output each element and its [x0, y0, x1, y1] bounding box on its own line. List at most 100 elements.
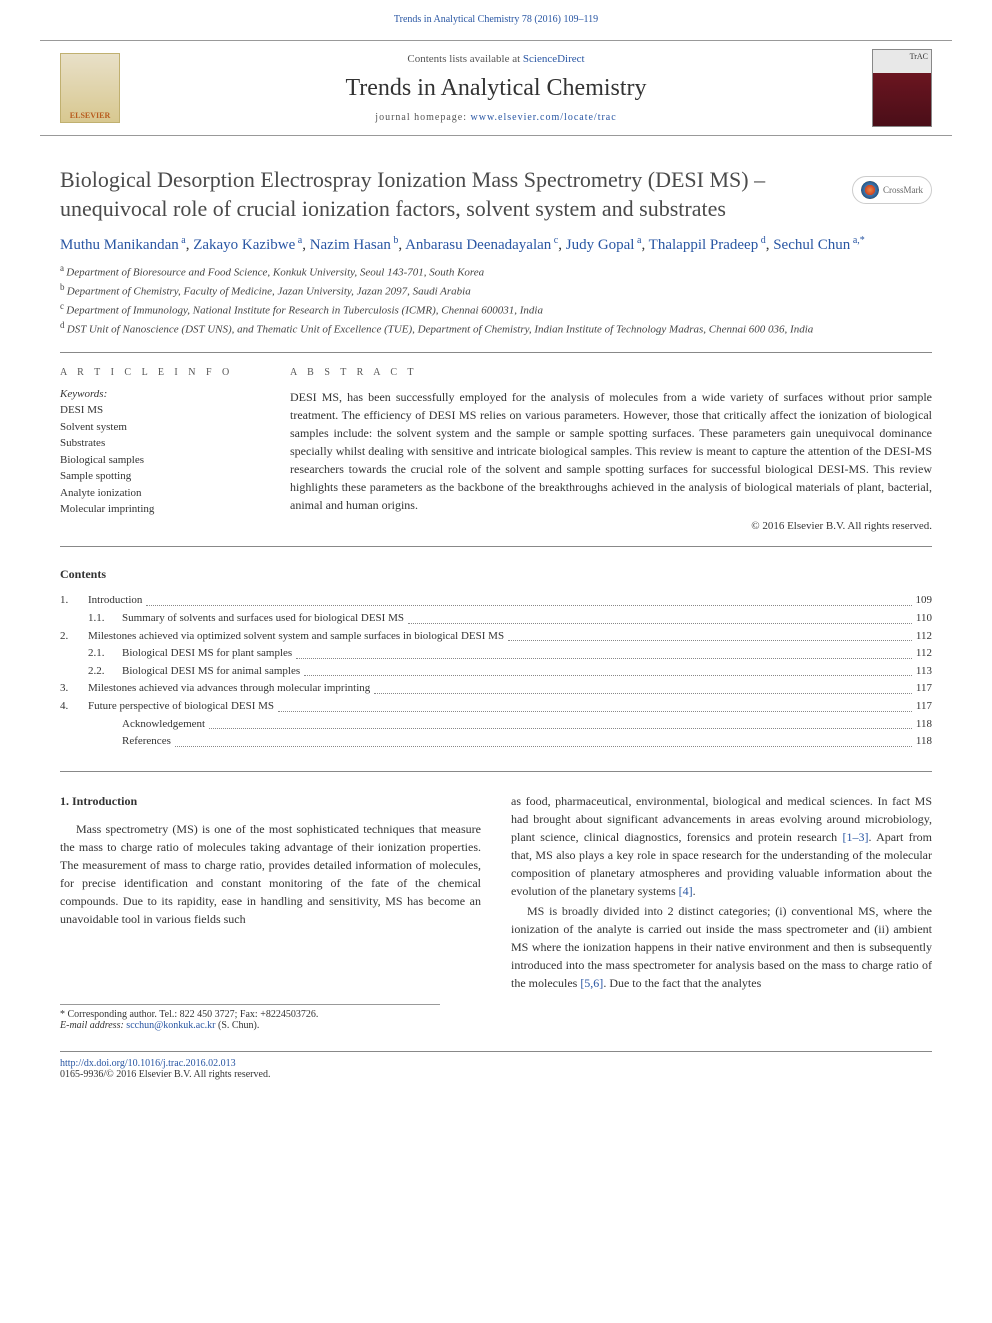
keyword: Biological samples	[60, 452, 260, 469]
elsevier-logo[interactable]: ELSEVIER	[60, 53, 120, 123]
toc-page-number: 112	[916, 645, 932, 663]
contents-available-line: Contents lists available at ScienceDirec…	[120, 53, 872, 65]
toc-page-number: 117	[916, 680, 932, 698]
author-link[interactable]: Nazim Hasan	[310, 237, 391, 253]
toc-page-number: 118	[916, 733, 932, 751]
homepage-link[interactable]: www.elsevier.com/locate/trac	[471, 112, 617, 123]
toc-leader-dots	[304, 663, 912, 677]
author-link[interactable]: Judy Gopal	[566, 237, 635, 253]
masthead-center: Contents lists available at ScienceDirec…	[120, 53, 872, 123]
citation-link[interactable]: [5,6]	[580, 976, 603, 990]
toc-entry[interactable]: 1.1.Summary of solvents and surfaces use…	[60, 610, 932, 628]
author: Anbarasu Deenadayalan c	[405, 237, 558, 253]
toc-leader-dots	[408, 610, 912, 624]
toc-leader-dots	[296, 645, 912, 659]
toc-entry[interactable]: 1.Introduction109	[60, 592, 932, 610]
doi-link[interactable]: http://dx.doi.org/10.1016/j.trac.2016.02…	[60, 1058, 236, 1069]
toc-label: Biological DESI MS for plant samples	[122, 645, 292, 663]
author-affiliation-marker: a,*	[850, 235, 864, 246]
toc-leader-dots	[175, 733, 912, 747]
contents-heading: Contents	[60, 567, 932, 582]
toc-page-number: 117	[916, 698, 932, 716]
toc-page-number: 112	[916, 628, 932, 646]
toc-entry[interactable]: 4.Future perspective of biological DESI …	[60, 698, 932, 716]
author-link[interactable]: Muthu Manikandan	[60, 237, 179, 253]
affiliation: a Department of Bioresource and Food Sci…	[60, 262, 932, 281]
toc-page-number: 113	[916, 663, 932, 681]
author-affiliation-marker: a	[295, 235, 302, 246]
journal-reference: Trends in Analytical Chemistry 78 (2016)…	[394, 14, 598, 25]
corresponding-email-line: E-mail address: scchun@konkuk.ac.kr (S. …	[60, 1020, 440, 1031]
affiliation: b Department of Chemistry, Faculty of Me…	[60, 281, 932, 300]
page-header: Trends in Analytical Chemistry 78 (2016)…	[0, 0, 992, 30]
divider	[60, 546, 932, 547]
toc-number: 4.	[60, 698, 88, 716]
affiliation: c Department of Immunology, National Ins…	[60, 300, 932, 319]
toc-entry[interactable]: Acknowledgement118	[60, 716, 932, 734]
toc-number	[88, 716, 122, 734]
toc-leader-dots	[374, 680, 912, 694]
corresponding-author-note: * Corresponding author. Tel.: 822 450 37…	[60, 1004, 440, 1031]
toc-label: Biological DESI MS for animal samples	[122, 663, 300, 681]
author-link[interactable]: Thalappil Pradeep	[649, 237, 759, 253]
toc-number: 1.1.	[88, 610, 122, 628]
keyword: Analyte ionization	[60, 485, 260, 502]
divider	[60, 771, 932, 772]
journal-cover-thumbnail[interactable]	[872, 49, 932, 127]
abstract-copyright: © 2016 Elsevier B.V. All rights reserved…	[290, 520, 932, 532]
citation-link[interactable]: [4]	[679, 884, 693, 898]
toc-number: 2.2.	[88, 663, 122, 681]
table-of-contents: Contents 1.Introduction1091.1.Summary of…	[60, 567, 932, 750]
author-link[interactable]: Zakayo Kazibwe	[193, 237, 295, 253]
toc-label: Summary of solvents and surfaces used fo…	[122, 610, 404, 628]
toc-number: 2.1.	[88, 645, 122, 663]
toc-leader-dots	[278, 698, 912, 712]
author: Judy Gopal a	[566, 237, 642, 253]
crossmark-icon	[861, 181, 879, 199]
toc-entry[interactable]: 2.2.Biological DESI MS for animal sample…	[60, 663, 932, 681]
author-link[interactable]: Anbarasu Deenadayalan	[405, 237, 551, 253]
author: Nazim Hasan b	[310, 237, 399, 253]
homepage-line: journal homepage: www.elsevier.com/locat…	[120, 112, 872, 123]
keywords-label: Keywords:	[60, 388, 260, 400]
sciencedirect-link[interactable]: ScienceDirect	[523, 53, 585, 65]
toc-entry[interactable]: 3.Milestones achieved via advances throu…	[60, 680, 932, 698]
article-title: Biological Desorption Electrospray Ioniz…	[60, 166, 932, 223]
citation-link[interactable]: [1–3]	[842, 830, 868, 844]
corresponding-email-link[interactable]: scchun@konkuk.ac.kr	[126, 1020, 215, 1031]
toc-entry[interactable]: 2.Milestones achieved via optimized solv…	[60, 628, 932, 646]
author: Muthu Manikandan a	[60, 237, 186, 253]
toc-number: 2.	[60, 628, 88, 646]
body-column-left: 1. Introduction Mass spectrometry (MS) i…	[60, 792, 481, 994]
keywords-list: DESI MSSolvent systemSubstratesBiologica…	[60, 402, 260, 518]
keyword: Molecular imprinting	[60, 501, 260, 518]
intro-paragraph-1-cont: as food, pharmaceutical, environmental, …	[511, 792, 932, 900]
intro-paragraph-1: Mass spectrometry (MS) is one of the mos…	[60, 820, 481, 928]
toc-leader-dots	[508, 628, 912, 642]
keyword: Solvent system	[60, 419, 260, 436]
crossmark-badge[interactable]: CrossMark	[852, 176, 932, 204]
toc-entry[interactable]: 2.1.Biological DESI MS for plant samples…	[60, 645, 932, 663]
journal-masthead: ELSEVIER Contents lists available at Sci…	[40, 40, 952, 136]
author: Thalappil Pradeep d	[649, 237, 766, 253]
toc-label: References	[122, 733, 171, 751]
author-affiliation-marker: c	[551, 235, 558, 246]
toc-number	[88, 733, 122, 751]
toc-label: Milestones achieved via optimized solven…	[88, 628, 504, 646]
author: Sechul Chun a,*	[773, 237, 865, 253]
toc-page-number: 109	[916, 592, 933, 610]
article-info-heading: A R T I C L E I N F O	[60, 367, 260, 378]
journal-title: Trends in Analytical Chemistry	[120, 75, 872, 102]
authors-list: Muthu Manikandan a, Zakayo Kazibwe a, Na…	[60, 235, 932, 254]
author-link[interactable]: Sechul Chun	[773, 237, 850, 253]
section-1-heading: 1. Introduction	[60, 792, 481, 810]
toc-leader-dots	[209, 716, 912, 730]
toc-label: Introduction	[88, 592, 142, 610]
toc-page-number: 110	[916, 610, 932, 628]
toc-entry[interactable]: References 118	[60, 733, 932, 751]
abstract-text: DESI MS, has been successfully employed …	[290, 388, 932, 514]
article-header: CrossMark Biological Desorption Electros…	[60, 166, 932, 338]
toc-leader-dots	[146, 592, 911, 606]
divider	[60, 352, 932, 353]
intro-paragraph-2: MS is broadly divided into 2 distinct ca…	[511, 902, 932, 992]
